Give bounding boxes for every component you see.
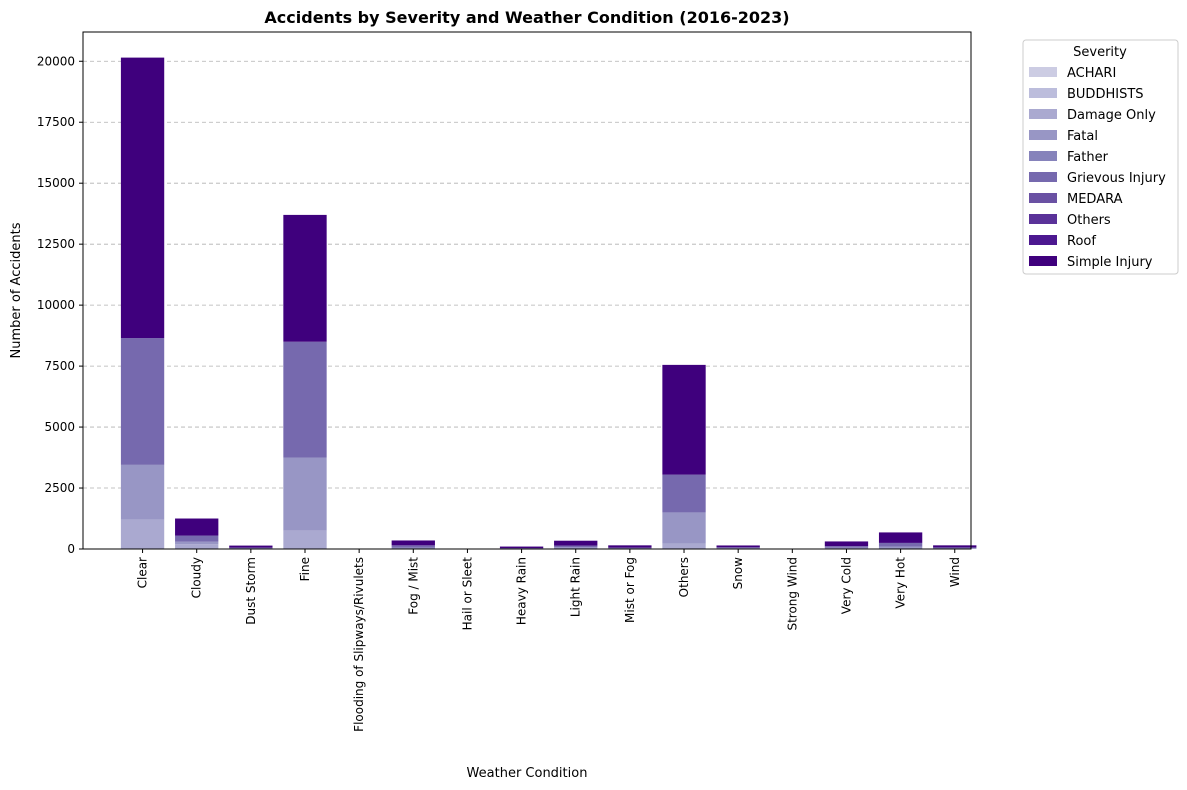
x-tick-label: Light Rain bbox=[569, 557, 583, 617]
x-tick-label: Mist or Fog bbox=[623, 557, 637, 623]
bar-segment bbox=[120, 57, 165, 339]
y-axis: 0 2500 5000 7500 10000 12500 15000 17500 20000 bbox=[37, 54, 83, 556]
legend-entry: Simple Injury bbox=[1067, 255, 1153, 270]
legend-entry: MEDARA bbox=[1067, 192, 1123, 207]
bar-segment bbox=[175, 535, 219, 542]
bar-segment bbox=[175, 541, 219, 545]
bar-segment bbox=[716, 547, 760, 549]
y-tick-label: 7500 bbox=[44, 359, 75, 373]
bar-segment bbox=[824, 547, 869, 549]
y-tick-label: 0 bbox=[67, 542, 75, 556]
bar-segment bbox=[554, 545, 598, 548]
bar-segment bbox=[824, 546, 869, 548]
bar-segment bbox=[662, 364, 706, 475]
bar-segment bbox=[554, 540, 598, 546]
bar-segment bbox=[878, 542, 923, 547]
bar-segment bbox=[662, 474, 706, 513]
legend-entry: Father bbox=[1067, 150, 1109, 165]
x-tick-label: Very Hot bbox=[894, 557, 908, 609]
bar-segment bbox=[229, 547, 273, 549]
bar-segment bbox=[175, 518, 219, 536]
bar-segment bbox=[878, 546, 923, 549]
legend-swatch bbox=[1029, 151, 1057, 161]
x-tick-label: Snow bbox=[731, 557, 745, 590]
grid-lines bbox=[83, 60, 971, 550]
bar-segment bbox=[391, 547, 435, 549]
y-tick-label: 20000 bbox=[37, 54, 75, 68]
bar-segment bbox=[608, 547, 652, 549]
y-tick-label: 17500 bbox=[37, 115, 75, 129]
legend-title: Severity bbox=[1073, 45, 1127, 60]
bar-segment bbox=[229, 545, 273, 548]
bar-segment bbox=[716, 545, 760, 548]
x-axis: Clear Cloudy Dust Storm Fine Flooding of Sli… bbox=[136, 549, 962, 732]
bar-segment bbox=[120, 338, 165, 465]
legend-swatch bbox=[1029, 67, 1057, 77]
legend-swatch bbox=[1029, 172, 1057, 182]
bar-segment bbox=[933, 545, 977, 548]
bar-segment bbox=[554, 547, 598, 549]
bar-segment bbox=[175, 544, 219, 549]
legend-swatch bbox=[1029, 88, 1057, 98]
x-tick-label: Hail or Sleet bbox=[460, 557, 474, 631]
x-tick-label: Cloudy bbox=[190, 557, 204, 598]
y-tick-label: 15000 bbox=[37, 176, 75, 190]
bar-segment bbox=[391, 545, 435, 548]
x-axis-label: Weather Condition bbox=[467, 766, 588, 781]
legend-swatch bbox=[1029, 235, 1057, 245]
plot-frame bbox=[82, 31, 972, 550]
x-tick-label: Strong Wind bbox=[785, 557, 799, 631]
chart-title: Accidents by Severity and Weather Condit… bbox=[264, 8, 789, 27]
x-tick-label: Flooding of Slipways/Rivulets bbox=[352, 557, 366, 732]
bar-segment bbox=[499, 546, 544, 549]
legend-entry: Others bbox=[1067, 213, 1111, 228]
bar-segment bbox=[283, 530, 327, 549]
x-tick-label: Fine bbox=[298, 557, 312, 581]
legend-swatch bbox=[1029, 214, 1057, 224]
bar-segment bbox=[608, 545, 652, 548]
bars bbox=[120, 57, 977, 549]
legend-swatch bbox=[1029, 109, 1057, 119]
bar-segment bbox=[933, 547, 977, 549]
bar-segment bbox=[283, 214, 327, 342]
legend-swatch bbox=[1029, 130, 1057, 140]
legend-entry: Damage Only bbox=[1067, 108, 1156, 123]
bar-segment bbox=[391, 540, 435, 546]
y-axis-label: Number of Accidents bbox=[9, 222, 24, 358]
legend-swatch bbox=[1029, 256, 1057, 266]
legend-entry: Grievous Injury bbox=[1067, 171, 1166, 186]
bar-segment bbox=[120, 519, 165, 549]
y-tick-label: 10000 bbox=[37, 298, 75, 312]
bar-segment bbox=[824, 541, 869, 547]
x-tick-label: Fog / Mist bbox=[406, 557, 420, 615]
bar-segment bbox=[283, 457, 327, 531]
x-tick-label: Clear bbox=[136, 557, 150, 588]
legend-entry: Fatal bbox=[1067, 129, 1098, 144]
legend-entry: ACHARI bbox=[1067, 66, 1116, 81]
y-tick-label: 5000 bbox=[44, 420, 75, 434]
x-tick-label: Heavy Rain bbox=[515, 557, 529, 625]
bar-segment bbox=[283, 341, 327, 458]
legend-swatch bbox=[1029, 193, 1057, 203]
bar-segment bbox=[120, 464, 165, 520]
x-tick-label: Very Cold bbox=[839, 557, 853, 614]
x-tick-label: Dust Storm bbox=[244, 557, 258, 625]
legend: Severity ACHARI BUDDHISTS Damage Only Fatal… bbox=[1022, 39, 1179, 275]
bar-segment bbox=[662, 543, 706, 549]
x-tick-label: Wind bbox=[948, 557, 962, 587]
legend-entry: Roof bbox=[1067, 234, 1096, 249]
legend-entry: BUDDHISTS bbox=[1067, 87, 1144, 102]
y-tick-label: 12500 bbox=[37, 237, 75, 251]
y-tick-label: 2500 bbox=[44, 481, 75, 495]
legend-box bbox=[1022, 39, 1179, 275]
x-tick-label: Others bbox=[677, 557, 691, 597]
bar-segment bbox=[878, 532, 923, 543]
bar-segment bbox=[662, 512, 706, 544]
